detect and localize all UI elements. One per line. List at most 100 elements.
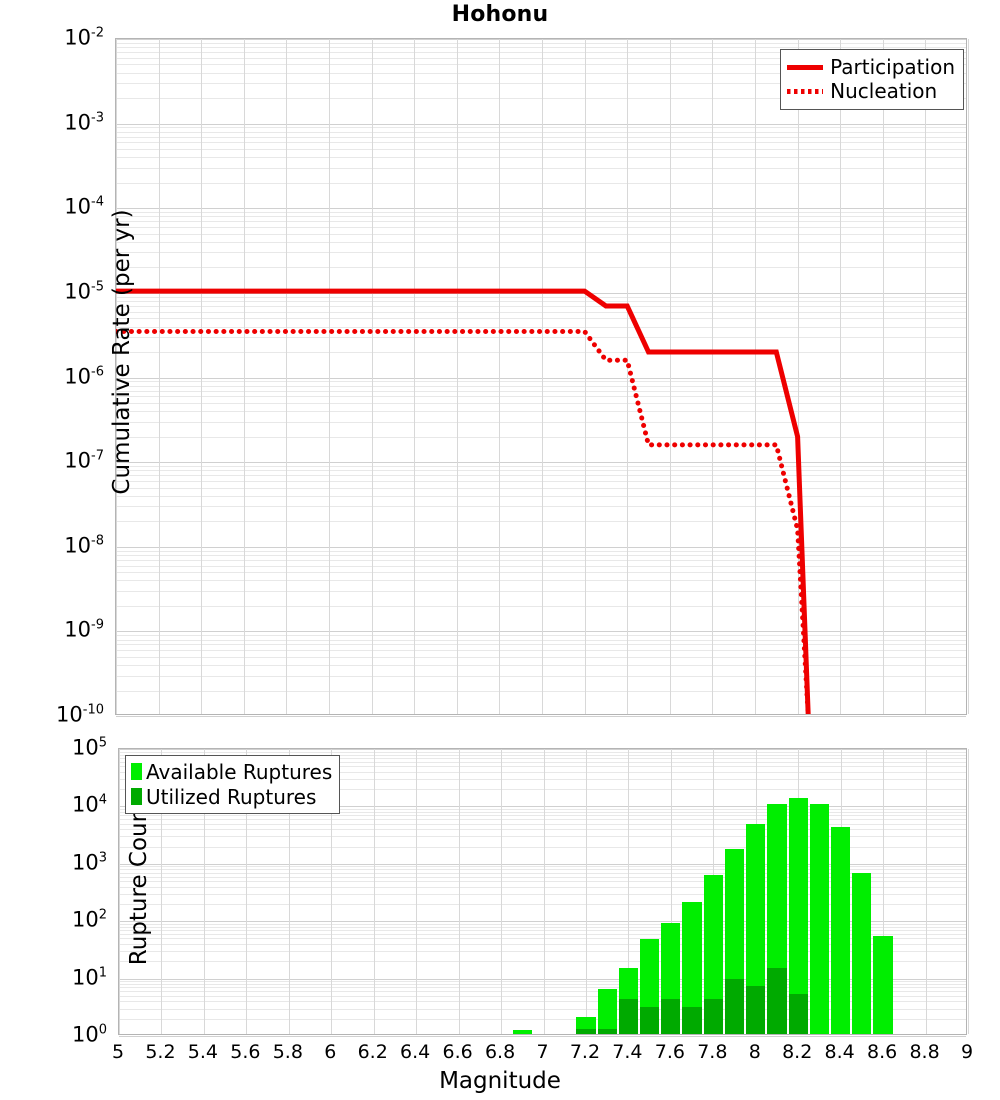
gridline-horizontal bbox=[116, 559, 966, 561]
gridline-horizontal bbox=[116, 495, 966, 497]
y-tick-label: 10-5 bbox=[64, 279, 104, 304]
curve-nucleation bbox=[116, 328, 811, 714]
gridline-horizontal bbox=[119, 866, 966, 868]
x-tick-label: 6.8 bbox=[484, 1041, 516, 1063]
bar-utilized-ruptures bbox=[597, 1029, 617, 1034]
gridline-horizontal bbox=[116, 212, 966, 214]
gridline-vertical bbox=[119, 749, 120, 1034]
gridline-horizontal bbox=[116, 267, 966, 269]
available-color-icon bbox=[131, 763, 142, 780]
y-tick-label: 10-7 bbox=[64, 448, 104, 473]
bar-available-ruptures bbox=[788, 797, 808, 1034]
x-tick-label: 5.4 bbox=[187, 1041, 218, 1063]
gridline-horizontal bbox=[116, 123, 966, 125]
gridline-vertical bbox=[373, 749, 375, 1034]
legend-item-participation[interactable]: Participation bbox=[787, 55, 955, 79]
gridline-horizontal bbox=[116, 605, 966, 607]
x-tick-label: 8.2 bbox=[782, 1041, 813, 1063]
gridline-horizontal bbox=[116, 233, 966, 235]
y-tick-label: 104 bbox=[71, 792, 107, 817]
gridline-horizontal bbox=[116, 470, 966, 472]
y-tick-label: 103 bbox=[71, 850, 107, 875]
bar-utilized-ruptures bbox=[661, 999, 681, 1034]
gridline-horizontal bbox=[116, 157, 966, 159]
bar-available-ruptures bbox=[703, 874, 723, 1034]
gridline-horizontal bbox=[116, 644, 966, 646]
x-tick-label: 8.4 bbox=[824, 1041, 855, 1063]
gridline-horizontal bbox=[116, 42, 966, 44]
gridline-horizontal bbox=[119, 961, 966, 963]
gridline-horizontal bbox=[119, 1018, 966, 1020]
gridline-horizontal bbox=[119, 876, 966, 878]
bar-utilized-ruptures bbox=[746, 985, 766, 1034]
gridline-vertical bbox=[416, 749, 418, 1034]
gridline-vertical bbox=[882, 39, 884, 714]
gridline-horizontal bbox=[116, 301, 966, 303]
gridline-horizontal bbox=[116, 565, 966, 567]
gridline-horizontal bbox=[116, 149, 966, 151]
bar-available-ruptures bbox=[809, 804, 830, 1034]
x-tick-label: 6.2 bbox=[357, 1041, 388, 1063]
gridline-vertical bbox=[669, 39, 671, 714]
gridline-horizontal bbox=[116, 52, 966, 54]
gridline-vertical bbox=[456, 39, 458, 714]
gridline-horizontal bbox=[119, 836, 966, 838]
gridline-horizontal bbox=[116, 167, 966, 169]
legend-item-nucleation[interactable]: Nucleation bbox=[787, 79, 955, 103]
x-tick-label: 8.8 bbox=[909, 1041, 940, 1063]
gridline-horizontal bbox=[116, 318, 966, 320]
gridline-vertical bbox=[288, 749, 290, 1034]
gridline-vertical bbox=[797, 39, 799, 714]
legend-item-utilized-ruptures[interactable]: Utilized Ruptures bbox=[131, 784, 332, 809]
gridline-horizontal bbox=[119, 863, 966, 865]
gridline-horizontal bbox=[119, 930, 966, 932]
gridline-vertical bbox=[201, 39, 203, 714]
gridline-vertical bbox=[501, 749, 503, 1034]
y-tick-label: 10-3 bbox=[64, 110, 104, 135]
gridline-horizontal bbox=[116, 72, 966, 74]
bar-available-ruptures bbox=[873, 936, 893, 1034]
gridline-horizontal bbox=[119, 754, 966, 756]
x-tick-label: 9 bbox=[960, 1041, 974, 1063]
x-tick-label: 6.4 bbox=[400, 1041, 431, 1063]
gridline-horizontal bbox=[116, 182, 966, 184]
gridline-horizontal bbox=[116, 305, 966, 307]
legend-label-participation: Participation bbox=[830, 55, 955, 79]
bottom-legend: Available Ruptures Utilized Ruptures bbox=[125, 755, 341, 814]
rate-curves bbox=[116, 288, 811, 714]
gridline-horizontal bbox=[119, 923, 966, 925]
gridline-horizontal bbox=[116, 480, 966, 482]
gridline-horizontal bbox=[119, 872, 966, 874]
legend-label-available: Available Ruptures bbox=[146, 759, 333, 784]
curve-participation bbox=[116, 288, 811, 714]
gridline-vertical bbox=[584, 39, 586, 714]
gridline-horizontal bbox=[116, 462, 966, 464]
bar-available-ruptures bbox=[682, 901, 702, 1034]
x-tick-label: 6 bbox=[324, 1041, 337, 1063]
gridline-horizontal bbox=[116, 98, 966, 100]
gridline-horizontal bbox=[116, 465, 966, 467]
rupture-count-plot: Rupture Count Available Ruptures Utilize… bbox=[118, 748, 969, 1037]
gridline-horizontal bbox=[119, 757, 966, 759]
gridline-horizontal bbox=[119, 815, 966, 817]
bar-utilized-ruptures bbox=[640, 1006, 660, 1034]
gridline-vertical bbox=[883, 749, 885, 1034]
gridline-vertical bbox=[543, 749, 545, 1034]
gridline-vertical bbox=[458, 749, 460, 1034]
x-tick-label: 5 bbox=[111, 1041, 125, 1063]
gridline-horizontal bbox=[119, 779, 966, 780]
gridline-horizontal bbox=[116, 377, 966, 379]
gridline-vertical bbox=[203, 749, 205, 1034]
gridline-horizontal bbox=[119, 1001, 966, 1003]
gridline-horizontal bbox=[116, 64, 966, 66]
gridline-horizontal bbox=[119, 819, 966, 821]
gridline-horizontal bbox=[116, 252, 966, 254]
legend-item-available-ruptures[interactable]: Available Ruptures bbox=[131, 759, 332, 784]
gridline-vertical bbox=[585, 749, 587, 1034]
gridline-horizontal bbox=[119, 1036, 966, 1037]
x-axis-label: Magnitude bbox=[439, 1068, 561, 1094]
gridline-horizontal bbox=[116, 208, 966, 210]
gridline-horizontal bbox=[119, 881, 966, 883]
gridline-horizontal bbox=[119, 981, 966, 983]
